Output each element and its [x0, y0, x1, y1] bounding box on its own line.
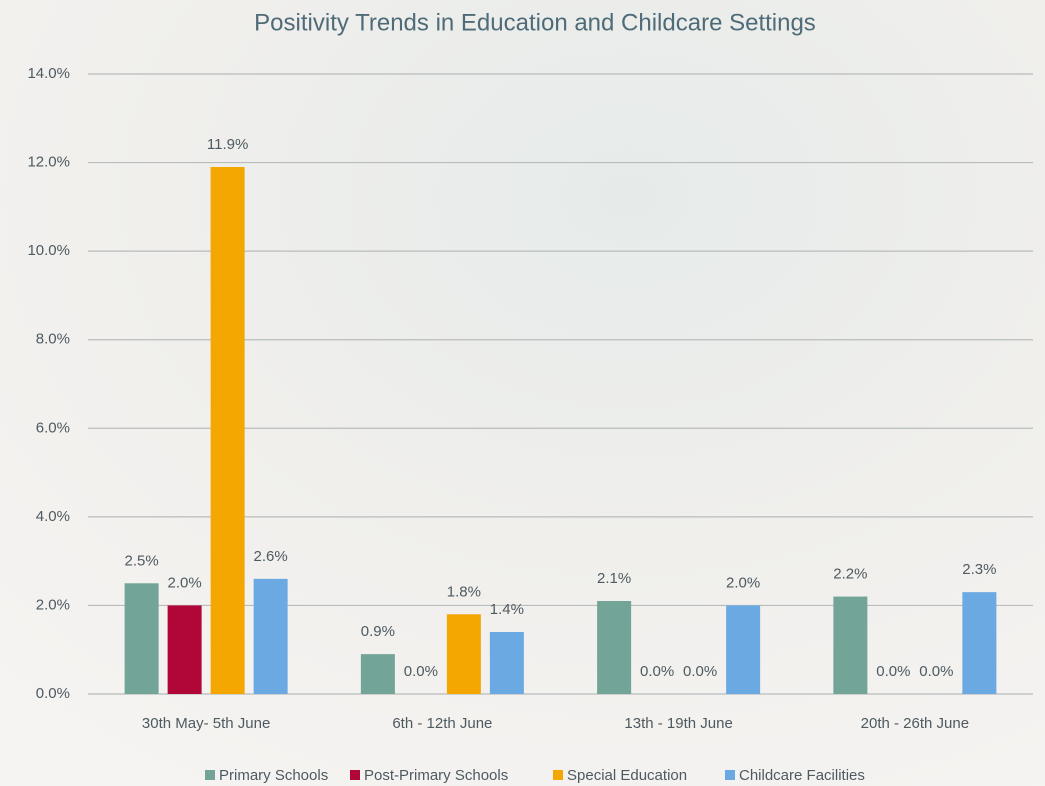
- y-tick-label: 12.0%: [27, 154, 70, 171]
- value-label: 2.0%: [726, 574, 760, 591]
- value-label: 2.5%: [125, 552, 159, 569]
- bar: [360, 654, 395, 694]
- bar: [167, 605, 202, 694]
- value-label: 2.3%: [962, 561, 996, 578]
- bar: [962, 592, 997, 694]
- y-tick-label: 6.0%: [36, 419, 70, 436]
- y-tick-label: 0.0%: [36, 685, 70, 702]
- value-label: 0.0%: [876, 663, 910, 680]
- value-label: 2.2%: [833, 566, 867, 583]
- chart-title: Positivity Trends in Education and Child…: [254, 9, 816, 36]
- bar: [446, 614, 481, 694]
- value-label: 2.6%: [254, 548, 288, 565]
- bar: [253, 578, 288, 694]
- y-tick-label: 2.0%: [36, 596, 70, 613]
- value-label: 11.9%: [207, 136, 248, 153]
- bar: [726, 605, 761, 694]
- x-tick-label: 20th - 26th June: [861, 715, 969, 732]
- legend-marker: [205, 770, 215, 780]
- legend-marker: [553, 770, 563, 780]
- y-tick-label: 4.0%: [36, 508, 70, 525]
- x-tick-label: 13th - 19th June: [624, 715, 732, 732]
- value-label: 0.0%: [640, 663, 674, 680]
- legend-label: Primary Schools: [219, 767, 328, 784]
- bar: [489, 632, 524, 694]
- bar: [210, 167, 245, 694]
- y-tick-label: 10.0%: [27, 242, 70, 259]
- y-tick-label: 8.0%: [36, 331, 70, 348]
- value-label: 2.1%: [597, 570, 631, 587]
- x-tick-label: 6th - 12th June: [392, 715, 492, 732]
- value-label: 0.0%: [919, 663, 953, 680]
- bar: [597, 601, 632, 694]
- value-label: 2.0%: [168, 574, 202, 591]
- x-tick-label: 30th May- 5th June: [142, 715, 270, 732]
- value-label: 0.0%: [683, 663, 717, 680]
- legend-marker: [350, 770, 360, 780]
- legend-marker: [725, 770, 735, 780]
- bar: [833, 596, 868, 694]
- value-label: 1.4%: [490, 601, 524, 618]
- value-label: 0.9%: [361, 623, 395, 640]
- legend-label: Childcare Facilities: [739, 767, 865, 784]
- value-label: 1.8%: [447, 583, 481, 600]
- y-tick-label: 14.0%: [27, 65, 70, 82]
- legend-label: Post-Primary Schools: [364, 767, 508, 784]
- legend-label: Special Education: [567, 767, 687, 784]
- bar: [124, 583, 159, 694]
- value-label: 0.0%: [404, 663, 438, 680]
